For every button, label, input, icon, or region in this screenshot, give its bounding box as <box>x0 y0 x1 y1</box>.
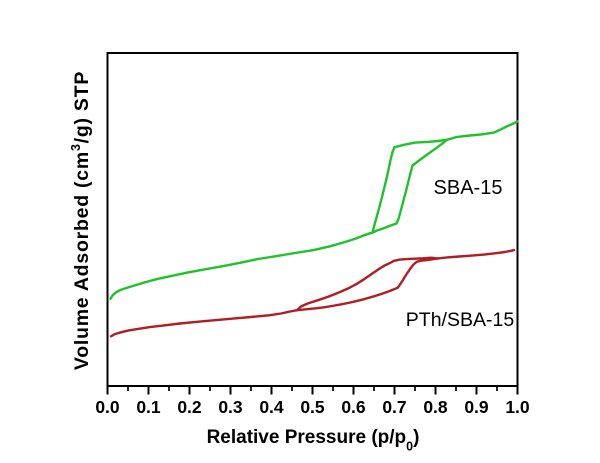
svg-text:PTh/SBA-15: PTh/SBA-15 <box>406 309 515 331</box>
svg-text:0.7: 0.7 <box>382 397 406 417</box>
svg-text:0.9: 0.9 <box>464 397 489 417</box>
svg-text:0.5: 0.5 <box>300 397 325 417</box>
svg-text:0.8: 0.8 <box>423 397 448 417</box>
svg-text:1.0: 1.0 <box>505 397 530 417</box>
svg-text:0.1: 0.1 <box>136 397 161 417</box>
svg-text:0.6: 0.6 <box>341 397 366 417</box>
svg-text:SBA-15: SBA-15 <box>434 177 503 199</box>
svg-text:Volume Adsorbed (cm3/g) STP: Volume Adsorbed (cm3/g) STP <box>69 71 93 370</box>
svg-text:0.4: 0.4 <box>259 397 284 417</box>
svg-text:0.2: 0.2 <box>177 397 202 417</box>
svg-text:0.0: 0.0 <box>95 397 120 417</box>
svg-text:0.3: 0.3 <box>218 397 243 417</box>
